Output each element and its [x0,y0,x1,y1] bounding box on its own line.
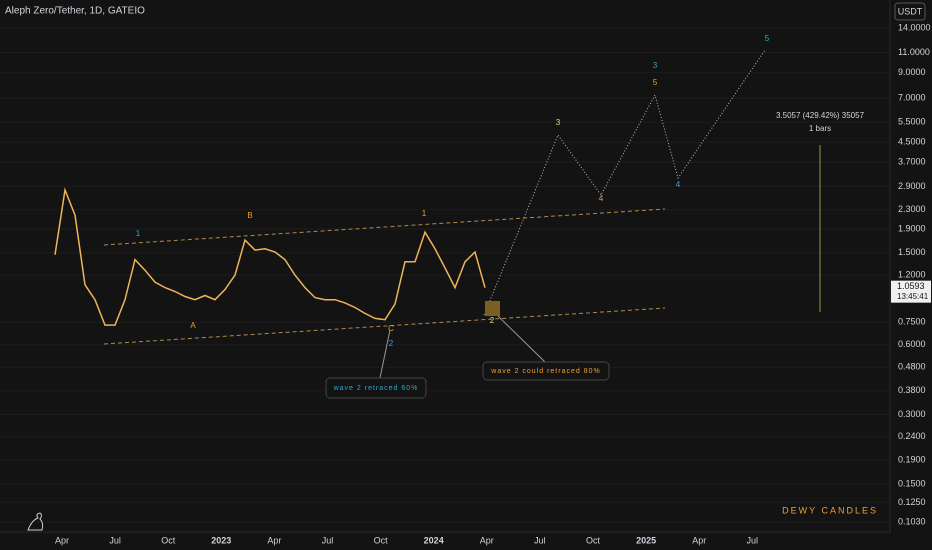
wave-label: A [190,321,196,330]
x-tick-label: Apr [480,535,494,545]
y-tick-label: 1.2000 [898,270,926,280]
wave-label: 5 [653,78,658,87]
y-tick-label: 0.6000 [898,339,926,349]
note-left: wave 2 retraced 60% [333,385,419,392]
x-tick-label: Jul [747,535,759,545]
note-box [325,377,427,399]
wave-label: 3 [556,118,561,127]
wave-label: 2 [490,316,495,325]
y-tick-label: 2.9000 [898,181,926,191]
x-tick-label: 2023 [211,535,231,545]
wave-label: 3 [653,61,658,70]
x-tick-label: Jul [322,535,334,545]
x-tick-label: 2025 [636,535,656,545]
y-tick-label: 9.0000 [898,67,926,77]
y-tick-label: 7.0000 [898,92,926,102]
countdown: 13:45:41 [897,292,929,301]
note-right: wave 2 could retraced 80% [490,368,600,375]
y-tick-label: 0.3000 [898,409,926,419]
measure: 3.5057 (429.42%) 35057 [776,111,865,120]
y-tick-label: 0.1900 [898,455,926,465]
wave-label: 5 [765,34,770,43]
y-tick-label: 0.4800 [898,362,926,372]
x-tick-label: Oct [374,535,389,545]
wave-label: 1 [136,229,141,238]
price-line [54,187,486,326]
target-box [485,301,500,316]
y-tick-label: 1.9000 [898,223,926,233]
y-tick-label: 5.5000 [898,117,926,127]
logo [27,512,44,531]
x-tick-label: Apr [55,535,69,545]
x-tick-label: Oct [161,535,176,545]
wave-label: 2 [389,339,394,348]
x-tick-label: 2024 [424,535,444,545]
x-tick-label: Jul [534,535,546,545]
wave-label: 1 [422,209,427,218]
y-tick-label: 1.5000 [898,247,926,257]
wave-label: 4 [599,194,604,203]
note-pointer [379,329,391,379]
measure-bars: 1 bars [809,124,831,133]
y-tick-label: 0.7500 [898,317,926,327]
projection-path [483,49,766,316]
y-tick-label: 11.0000 [898,47,930,57]
channel-lower [103,307,666,345]
y-tick-label: 0.1030 [898,516,926,526]
x-tick-label: Jul [109,535,121,545]
y-tick-label: 3.7000 [898,156,926,166]
currency[interactable]: USDT [898,6,923,16]
y-tick-label: 0.1500 [898,478,926,488]
x-tick-label: Apr [267,535,281,545]
currency-button[interactable] [894,2,926,21]
y-tick-label: 4.5000 [898,137,926,147]
price-tag [891,280,931,303]
wave-label: C [388,324,394,333]
note-pointer [497,315,546,363]
y-tick-label: 2.3000 [898,204,926,214]
channel-upper [103,208,666,246]
note-box [482,361,610,381]
wave-label: 4 [676,180,681,189]
last-price: 1.0593 [897,281,925,291]
wave-label: B [247,211,252,220]
y-tick-label: 14.0000 [898,23,931,33]
watermark: DEWY CANDLES [782,505,878,515]
x-tick-label: Oct [586,535,601,545]
chart-title: Aleph Zero/Tether, 1D, GATEIO [5,6,145,17]
y-tick-label: 0.1250 [898,497,926,507]
y-tick-label: 0.2400 [898,431,926,441]
x-tick-label: Apr [692,535,706,545]
y-tick-label: 0.3800 [898,385,926,395]
